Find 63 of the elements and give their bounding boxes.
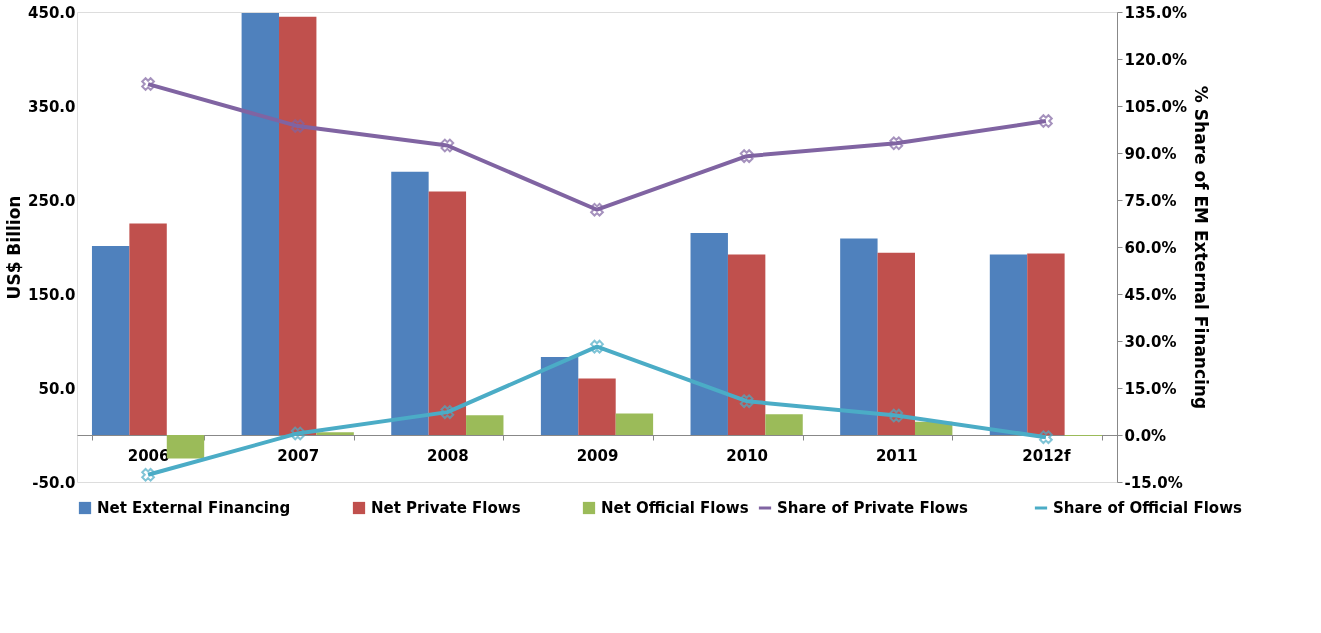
y-axis-title: US$ Billion: [4, 195, 25, 300]
y-tick-label: 150.0: [28, 285, 76, 304]
y2-tick-label: 105.0%: [1124, 97, 1187, 116]
point: [889, 408, 904, 423]
point: [290, 119, 305, 133]
y2-tick-label: 135.0%: [1124, 3, 1187, 22]
y-tick-label: 450.0: [28, 3, 76, 22]
legend-label: Net Official Flows: [601, 499, 749, 517]
y2-tick-label: 0.0%: [1124, 426, 1167, 445]
x-tick-label: 2009: [576, 446, 619, 465]
y2-tick-label: 45.0%: [1124, 285, 1177, 304]
point: [739, 394, 754, 409]
y2-axis-title: % Share of EM External Financing: [1190, 85, 1211, 410]
point: [590, 202, 604, 217]
bar: [578, 378, 616, 435]
y-tick-label: 250.0: [28, 191, 76, 210]
y2-tick-label: -15.0%: [1124, 473, 1183, 492]
bar: [727, 254, 766, 435]
y2-tick-label: 120.0%: [1124, 50, 1187, 69]
bar: [466, 415, 504, 435]
point: [290, 426, 305, 441]
bar: [615, 413, 654, 435]
bar: [989, 254, 1028, 435]
bar: [391, 171, 429, 435]
bar: [279, 16, 317, 435]
bar: [840, 238, 878, 435]
bar: [690, 232, 728, 435]
bar: [316, 432, 354, 435]
y2-tick-label: 75.0%: [1124, 191, 1177, 210]
bar: [1027, 253, 1065, 435]
legend-label: Share of Official Flows: [1053, 499, 1242, 517]
bar: [540, 356, 579, 435]
y-tick-label: -50.0: [32, 473, 76, 492]
y2-tick-label: 15.0%: [1124, 379, 1177, 398]
y-tick-label: 50.0: [38, 379, 76, 398]
y2-tick-label: 60.0%: [1124, 238, 1177, 257]
x-tick-label: 2006: [127, 446, 170, 465]
x-tick-label: 2011: [875, 446, 918, 465]
bar: [241, 12, 280, 435]
point: [141, 77, 155, 91]
legend-label: Net External Financing: [97, 499, 291, 517]
x-tick-label: 2010: [726, 446, 769, 465]
bar: [129, 223, 167, 435]
x-tick-label: 2008: [426, 446, 469, 465]
legend-label: Net Private Flows: [371, 499, 521, 517]
bar: [91, 246, 130, 435]
x-tick-label: 2012f: [1022, 446, 1072, 465]
y-tick-label: 350.0: [28, 97, 76, 116]
y2-tick-label: 30.0%: [1124, 332, 1177, 351]
x-tick-label: 2007: [277, 446, 320, 465]
bar: [765, 414, 803, 435]
point: [141, 467, 155, 482]
point: [739, 149, 754, 163]
point: [889, 136, 904, 151]
legend-label: Share of Private Flows: [777, 499, 968, 517]
point: [590, 339, 604, 354]
y2-tick-label: 90.0%: [1124, 144, 1177, 163]
bar: [428, 191, 467, 435]
point: [1039, 430, 1053, 445]
bar: [877, 252, 915, 435]
point: [440, 138, 455, 153]
point: [1039, 114, 1053, 128]
point: [440, 405, 455, 419]
